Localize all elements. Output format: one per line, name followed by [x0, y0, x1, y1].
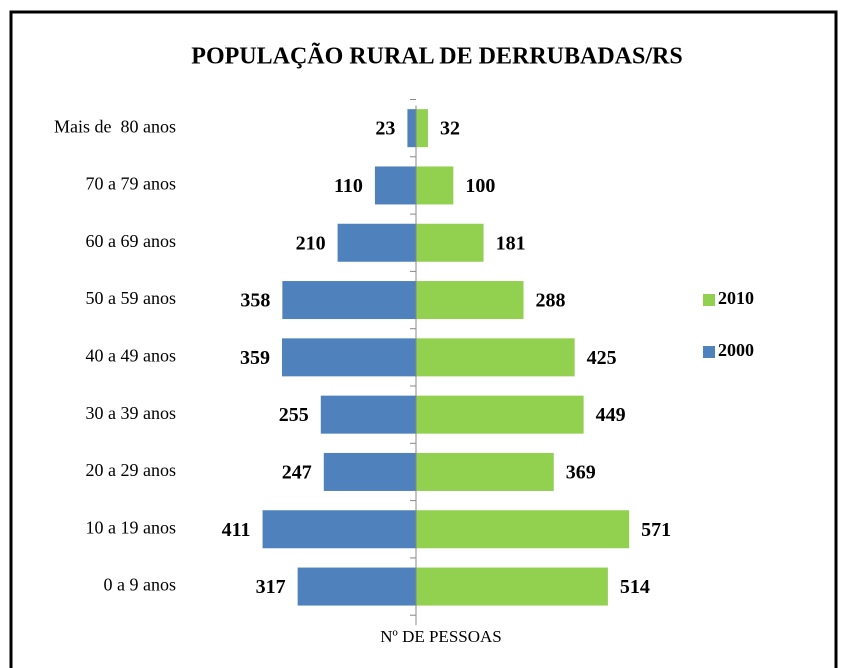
legend-swatch	[703, 294, 715, 306]
bar	[262, 510, 416, 549]
value-label: 288	[536, 290, 566, 312]
bar	[416, 395, 584, 434]
value-label: 100	[465, 175, 495, 197]
value-label: 210	[296, 232, 326, 254]
category-label: 70 a 79 anos	[86, 174, 176, 194]
value-label: 514	[620, 576, 650, 598]
category-label: Mais de 80 anos	[54, 116, 176, 136]
value-label: 181	[496, 232, 526, 254]
bar	[416, 452, 554, 491]
category-label: 10 a 19 anos	[86, 517, 176, 537]
chart-title: POPULAÇÃO RURAL DE DERRUBADAS/RS	[191, 44, 682, 70]
bar	[282, 281, 416, 320]
bar	[416, 338, 575, 377]
value-label: 255	[279, 404, 309, 426]
category-label: 0 a 9 anos	[104, 575, 176, 595]
value-label: 411	[222, 519, 251, 541]
value-label: 247	[282, 462, 312, 484]
bar	[320, 395, 416, 434]
value-label: 23	[375, 118, 395, 140]
value-label: 449	[596, 404, 626, 426]
legend-swatch	[703, 346, 715, 358]
value-label: 571	[641, 519, 671, 541]
value-label: 110	[334, 175, 363, 197]
value-label: 317	[256, 576, 286, 598]
value-label: 32	[440, 118, 460, 140]
bar	[297, 567, 416, 606]
bar	[416, 166, 454, 205]
bar	[407, 109, 416, 148]
bar	[281, 338, 416, 377]
category-label: 60 a 69 anos	[86, 231, 176, 251]
legend-label: 2000	[718, 340, 754, 360]
x-axis-label: Nº DE PESSOAS	[380, 627, 501, 646]
value-label: 358	[240, 290, 270, 312]
category-label: 20 a 29 anos	[86, 460, 176, 480]
bar	[323, 452, 416, 491]
bar	[416, 510, 630, 549]
value-label: 369	[566, 462, 596, 484]
value-label: 359	[240, 347, 270, 369]
bar	[416, 109, 428, 148]
bar	[416, 567, 608, 606]
legend-label: 2010	[718, 288, 754, 308]
bar	[416, 281, 524, 320]
frame	[9, 10, 838, 668]
value-label: 425	[587, 347, 617, 369]
category-label: 50 a 59 anos	[86, 288, 176, 308]
bar	[416, 223, 484, 262]
category-label: 40 a 49 anos	[86, 345, 176, 365]
category-label: 30 a 39 anos	[86, 403, 176, 423]
bar	[337, 223, 416, 262]
bar	[374, 166, 416, 205]
